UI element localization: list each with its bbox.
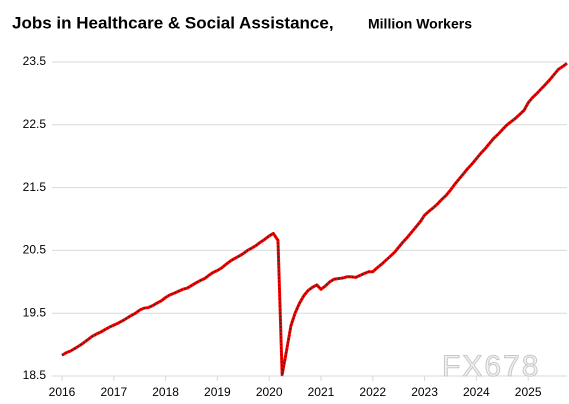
chart-subtitle: Million Workers bbox=[368, 16, 472, 32]
x-tick-label: 2022 bbox=[359, 385, 386, 399]
x-tick-label: 2024 bbox=[463, 385, 490, 399]
y-tick-label: 18.5 bbox=[23, 368, 47, 382]
series-line-dots bbox=[61, 62, 568, 375]
y-tick-label: 22.5 bbox=[23, 117, 47, 131]
x-tick-label: 2017 bbox=[100, 385, 127, 399]
x-tick-label: 2016 bbox=[49, 385, 76, 399]
x-tick-label: 2021 bbox=[308, 385, 335, 399]
x-tick-label: 2020 bbox=[256, 385, 283, 399]
chart-title: Jobs in Healthcare & Social Assistance, bbox=[12, 13, 334, 32]
y-tick-label: 20.5 bbox=[23, 243, 47, 257]
x-tick-label: 2023 bbox=[411, 385, 438, 399]
series-line bbox=[61, 62, 568, 377]
x-tick-label: 2018 bbox=[152, 385, 179, 399]
watermark: FX678 bbox=[442, 350, 540, 383]
y-tick-label: 23.5 bbox=[23, 54, 47, 68]
y-tick-label: 21.5 bbox=[23, 180, 47, 194]
y-tick-label: 19.5 bbox=[23, 305, 47, 319]
x-tick-label: 2019 bbox=[204, 385, 231, 399]
x-tick-label: 2025 bbox=[515, 385, 542, 399]
